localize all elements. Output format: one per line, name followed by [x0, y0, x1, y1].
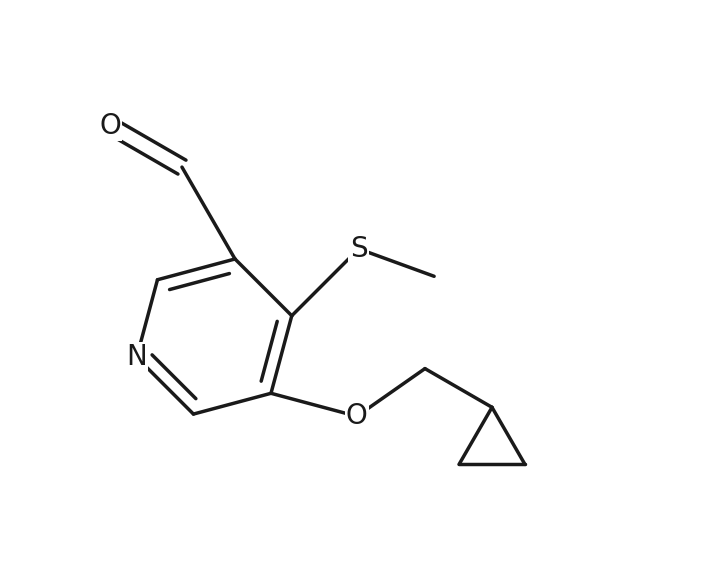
Text: O: O [99, 112, 121, 140]
Text: O: O [346, 402, 368, 430]
Text: S: S [350, 235, 368, 263]
Text: N: N [126, 343, 147, 371]
